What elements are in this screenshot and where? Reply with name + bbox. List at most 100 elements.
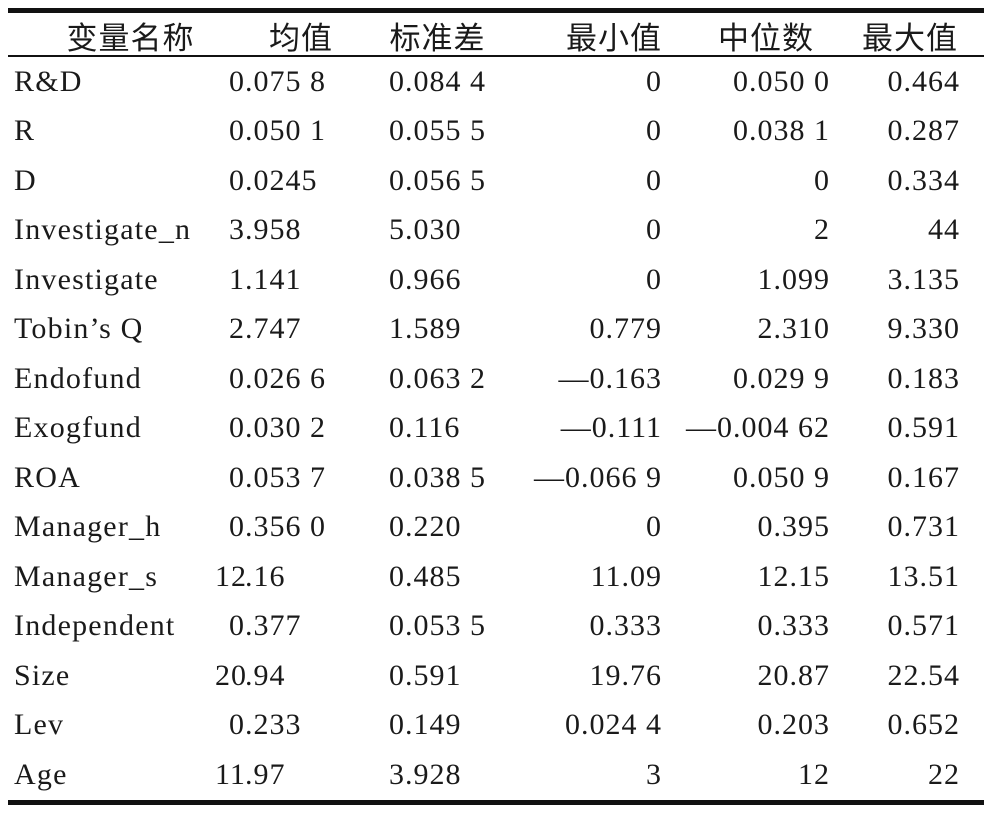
variable-name-cell: ROA [14,460,81,494]
median-cell: 0.333 [757,609,830,643]
max-cell: 0.334 [887,163,960,197]
table-row: D 0.0245 0.056 5 0 0 0.334 [0,156,992,206]
table-row: R 0.050 1 0.055 5 0 0.038 1 0.287 [0,107,992,157]
max-cell: 0.287 [887,114,960,148]
variable-name-cell: Exogfund [14,411,142,445]
min-cell: 0 [646,213,662,247]
variable-name-cell: Size [14,658,71,692]
table-row: Lev 0.233 0.149 0.024 4 0.203 0.652 [0,701,992,751]
std-dev-cell: 3.928 [389,757,462,791]
variable-name-cell: Manager_h [14,510,162,544]
mean-cell: 2.747 [229,312,302,346]
variable-name-cell: D [14,163,37,197]
median-cell: 2.310 [757,312,830,346]
median-cell: 1.099 [757,262,830,296]
min-cell: —0.111 [560,411,662,445]
std-dev-cell: 0.056 5 [389,163,486,197]
header-std-dev: 标准差 [389,21,486,56]
std-dev-cell: 0.591 [389,658,462,692]
table-row: Investigate_n 3.958 5.030 0 2 44 [0,206,992,256]
header-max: 最大值 [862,21,958,56]
header-mean: 均值 [269,21,333,56]
max-cell: 0.464 [887,64,960,98]
min-cell: —0.066 9 [534,460,662,494]
max-cell: 0.731 [887,510,960,544]
table-row: Investigate 1.141 0.966 0 1.099 3.135 [0,255,992,305]
std-dev-cell: 0.966 [389,262,462,296]
mean-cell: 11.97 [215,757,286,791]
mean-cell: 12.16 [215,559,286,593]
std-dev-cell: 0.149 [389,708,462,742]
max-cell: 13.51 [887,559,960,593]
median-cell: 0.203 [757,708,830,742]
table-row: Exogfund 0.030 2 0.116 —0.111 —0.004 62 … [0,404,992,454]
mean-cell: 1.141 [229,262,302,296]
mean-cell: 0.377 [229,609,302,643]
variable-name-cell: Investigate_n [14,213,192,247]
table-header-rule [8,55,984,57]
max-cell: 0.167 [887,460,960,494]
min-cell: 19.76 [589,658,662,692]
table-row: Manager_s 12.16 0.485 11.09 12.15 13.51 [0,552,992,602]
median-cell: 0.029 9 [733,361,830,395]
mean-cell: 20.94 [215,658,286,692]
max-cell: 0.591 [887,411,960,445]
median-cell: 0 [814,163,830,197]
min-cell: 11.09 [590,559,662,593]
mean-cell: 0.0245 [229,163,318,197]
mean-cell: 0.026 6 [229,361,326,395]
variable-name-cell: Lev [14,708,65,742]
header-min: 最小值 [566,21,662,56]
table-row: Manager_h 0.356 0 0.220 0 0.395 0.731 [0,503,992,553]
max-cell: 44 [928,213,960,247]
median-cell: 2 [814,213,830,247]
header-median: 中位数 [718,21,814,56]
max-cell: 22.54 [887,658,960,692]
min-cell: 0 [646,114,662,148]
max-cell: 22 [928,757,960,791]
median-cell: 12.15 [757,559,830,593]
table-row: Independent 0.377 0.053 5 0.333 0.333 0.… [0,602,992,652]
max-cell: 0.183 [887,361,960,395]
table-row: R&D 0.075 8 0.084 4 0 0.050 0 0.464 [0,57,992,107]
std-dev-cell: 0.116 [389,411,461,445]
table-row: Age 11.97 3.928 3 12 22 [0,750,992,800]
median-cell: 0.395 [757,510,830,544]
table-top-rule [8,8,984,13]
median-cell: 0.050 0 [733,64,830,98]
median-cell: 0.050 9 [733,460,830,494]
median-cell: 0.038 1 [733,114,830,148]
min-cell: —0.163 [558,361,662,395]
mean-cell: 0.030 2 [229,411,326,445]
min-cell: 0.333 [589,609,662,643]
min-cell: 3 [646,757,662,791]
table-row: Size 20.94 0.591 19.76 20.87 22.54 [0,651,992,701]
mean-cell: 0.075 8 [229,64,326,98]
variable-name-cell: Endofund [14,361,142,395]
median-cell: —0.004 62 [686,411,830,445]
mean-cell: 0.233 [229,708,302,742]
min-cell: 0.779 [589,312,662,346]
std-dev-cell: 0.220 [389,510,462,544]
median-cell: 12 [798,757,830,791]
std-dev-cell: 1.589 [389,312,462,346]
table-bottom-rule [8,799,984,805]
std-dev-cell: 0.053 5 [389,609,486,643]
mean-cell: 0.356 0 [229,510,326,544]
mean-cell: 0.050 1 [229,114,326,148]
variable-name-cell: R [14,114,36,148]
std-dev-cell: 0.485 [389,559,462,593]
median-cell: 20.87 [757,658,830,692]
table-row: Tobin’s Q 2.747 1.589 0.779 2.310 9.330 [0,305,992,355]
variable-name-cell: Investigate [14,262,159,296]
min-cell: 0.024 4 [565,708,662,742]
max-cell: 0.571 [887,609,960,643]
std-dev-cell: 0.063 2 [389,361,486,395]
max-cell: 0.652 [887,708,960,742]
min-cell: 0 [646,64,662,98]
min-cell: 0 [646,163,662,197]
std-dev-cell: 0.055 5 [389,114,486,148]
std-dev-cell: 0.038 5 [389,460,486,494]
min-cell: 0 [646,510,662,544]
